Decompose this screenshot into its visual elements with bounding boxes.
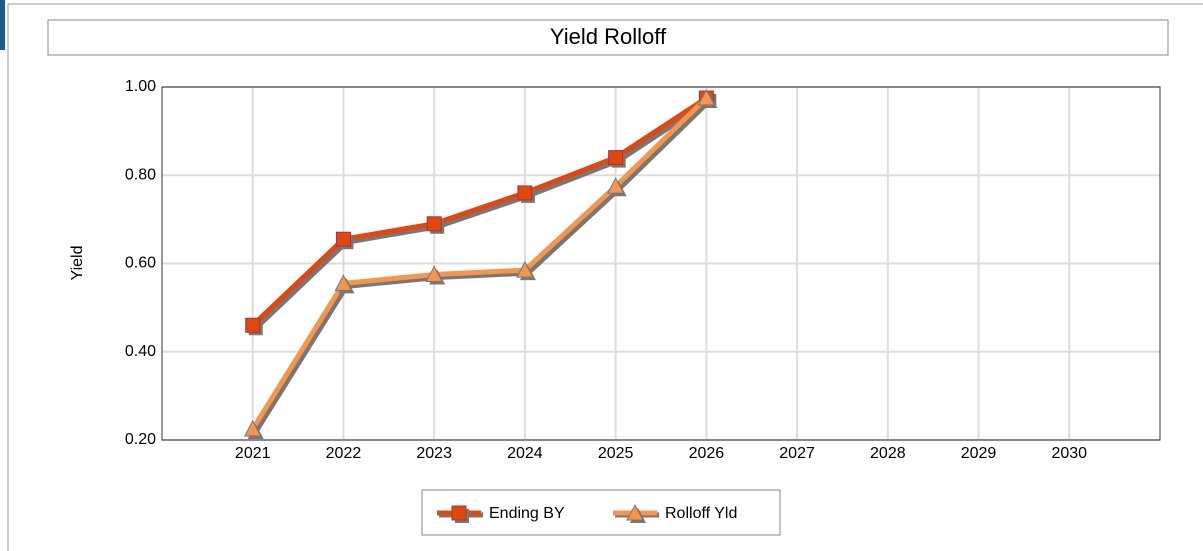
data-point: [608, 150, 624, 166]
chart-title: Yield Rolloff: [550, 24, 667, 49]
side-tab: [0, 0, 5, 50]
x-tick-label: 2021: [235, 445, 271, 462]
x-tick-label: 2026: [689, 445, 725, 462]
legend-marker: [451, 505, 467, 521]
data-point: [334, 274, 353, 291]
x-tick-label: 2029: [961, 445, 997, 462]
y-tick-label: 1.00: [125, 78, 156, 95]
x-tick-label: 2030: [1051, 445, 1087, 462]
x-tick-label: 2023: [416, 445, 452, 462]
y-tick-label: 0.40: [125, 343, 156, 360]
legend-marker: [626, 503, 644, 521]
y-tick-label: 0.20: [125, 431, 156, 448]
y-tick-label: 0.80: [125, 166, 156, 183]
data-point: [425, 265, 444, 283]
data-point: [516, 261, 534, 278]
series-line-shadow: [254, 98, 711, 331]
data-point: [245, 317, 261, 333]
series-line-shadow: [253, 99, 712, 434]
data-point: [517, 185, 533, 201]
x-tick-label: 2025: [598, 445, 634, 462]
series-line: [250, 96, 709, 431]
legend-label: Ending BY: [489, 505, 565, 522]
x-tick-label: 2022: [326, 445, 362, 462]
data-point: [335, 231, 351, 247]
x-tick-label: 2027: [779, 445, 815, 462]
legend-label: Rolloff Yld: [665, 505, 737, 522]
data-point: [426, 216, 442, 232]
x-tick-label: 2028: [870, 445, 906, 462]
y-tick-label: 0.60: [125, 255, 156, 272]
data-point: [606, 177, 625, 194]
y-axis-label: Yield: [69, 246, 86, 281]
series-line: [251, 95, 708, 328]
data-point: [697, 88, 716, 106]
plot-border: [161, 86, 1161, 441]
x-tick-label: 2024: [507, 445, 543, 462]
title-box: [47, 19, 1169, 56]
data-point: [243, 419, 262, 437]
